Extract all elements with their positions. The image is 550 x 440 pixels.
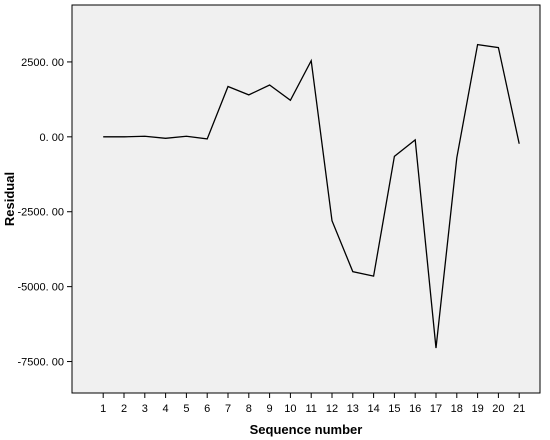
x-tick-label: 18 — [451, 403, 463, 415]
x-tick-label: 6 — [204, 403, 210, 415]
x-tick-label: 2 — [121, 403, 127, 415]
x-tick-label: 5 — [183, 403, 189, 415]
series-layer — [103, 43, 520, 349]
y-axis-title: Residual — [2, 172, 17, 226]
x-tick-label: 10 — [284, 403, 296, 415]
x-tick-label: 3 — [142, 403, 148, 415]
x-tick-label: 21 — [513, 403, 525, 415]
y-tick-label: -2500. 00 — [18, 207, 64, 219]
x-tick-label: 13 — [347, 403, 359, 415]
x-tick-label: 14 — [367, 403, 379, 415]
y-tick-label: 0. 00 — [40, 132, 64, 144]
x-tick-label: 17 — [430, 403, 442, 415]
x-tick-label: 4 — [163, 403, 169, 415]
x-tick-label: 11 — [305, 403, 316, 415]
y-axis-ticks: 2500. 00 0. 00 -2500. 00 -5000. 00 -7500. 00 — [18, 57, 72, 369]
x-tick-label: 16 — [409, 403, 421, 415]
x-tick-label: 15 — [388, 403, 400, 415]
y-tick-label: -7500. 00 — [18, 357, 64, 369]
x-tick-label: 8 — [246, 403, 252, 415]
x-tick-label: 7 — [225, 403, 231, 415]
plot-area — [71, 4, 541, 394]
x-tick-label: 19 — [471, 403, 483, 415]
y-tick-label: -5000. 00 — [18, 282, 64, 294]
x-tick-label: 9 — [267, 403, 273, 415]
y-tick-label: 2500. 00 — [21, 57, 64, 69]
x-axis-ticks: 1 2 3 4 5 6 7 8 9 10 11 12 13 14 15 16 17 18 19 20 21 — [100, 393, 525, 415]
x-axis-title: Sequence number — [250, 422, 363, 437]
x-tick-label: 20 — [492, 403, 504, 415]
x-tick-label: 1 — [100, 403, 106, 415]
residual-series-line — [103, 43, 520, 349]
x-tick-label: 12 — [326, 403, 338, 415]
